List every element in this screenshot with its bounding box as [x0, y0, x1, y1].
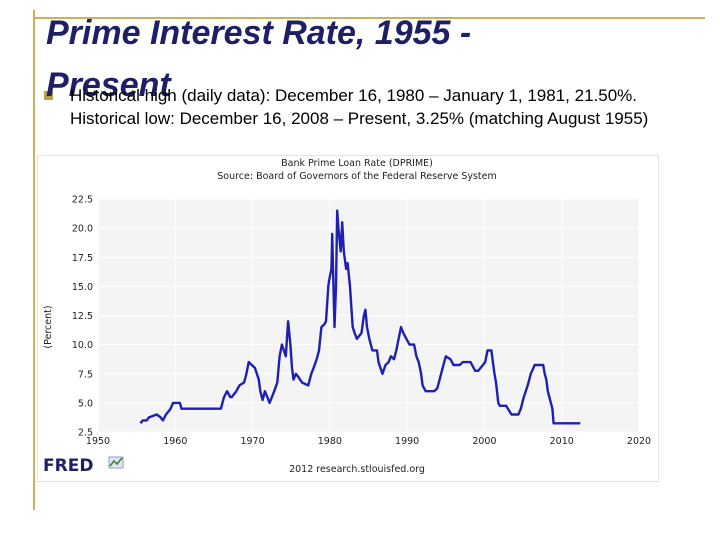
y-tick-label: 10.0 [72, 340, 93, 351]
x-axis-ticks: 1950 1960 1970 1980 1990 2000 2010 2020 [86, 436, 651, 447]
x-tick-label: 1980 [318, 436, 342, 447]
y-axis-label: (Percent) [43, 305, 54, 348]
y-tick-label: 2.5 [78, 428, 93, 439]
fred-logo: FRED [43, 456, 124, 476]
bullet-text: Historical high (daily data): December 1… [70, 86, 649, 128]
x-tick-label: 2020 [627, 436, 651, 447]
y-tick-label: 7.5 [78, 369, 93, 380]
fred-logo-trend-icon [109, 457, 123, 467]
x-tick-label: 1990 [395, 436, 419, 447]
chart-title: Bank Prime Loan Rate (DPRIME) [281, 158, 433, 169]
prime-rate-chart: Bank Prime Loan Rate (DPRIME) Source: Bo… [36, 154, 660, 483]
series-line-prime-rate [139, 209, 581, 425]
x-tick-label: 1960 [163, 436, 187, 447]
bullet-marker [44, 91, 53, 100]
y-tick-label: 15.0 [72, 282, 93, 293]
accent-rule-vertical [33, 10, 35, 510]
y-tick-label: 12.5 [72, 311, 93, 322]
x-tick-label: 2010 [550, 436, 574, 447]
grid [97, 198, 640, 433]
y-tick-label: 20.0 [72, 224, 93, 235]
x-tick-label: 1950 [86, 436, 110, 447]
y-tick-label: 22.5 [72, 195, 93, 206]
x-tick-label: 1970 [240, 436, 264, 447]
accent-rule-horizontal [33, 17, 705, 19]
chart-subtitle: Source: Board of Governors of the Federa… [217, 171, 497, 182]
y-tick-label: 17.5 [72, 253, 93, 264]
chart-footer: 2012 research.stlouisfed.org [289, 464, 425, 475]
chart-container: Bank Prime Loan Rate (DPRIME) Source: Bo… [36, 154, 660, 483]
slide-title-line2: Present [46, 66, 171, 104]
x-tick-label: 2000 [472, 436, 496, 447]
y-tick-label: 5.0 [78, 398, 93, 409]
y-axis-ticks: 2.5 5.0 7.5 10.0 12.5 15.0 17.5 20.0 22.5 [72, 195, 93, 439]
fred-logo-text: FRED [43, 456, 93, 476]
slide-title: Prime Interest Rate, 1955 - [46, 14, 472, 52]
